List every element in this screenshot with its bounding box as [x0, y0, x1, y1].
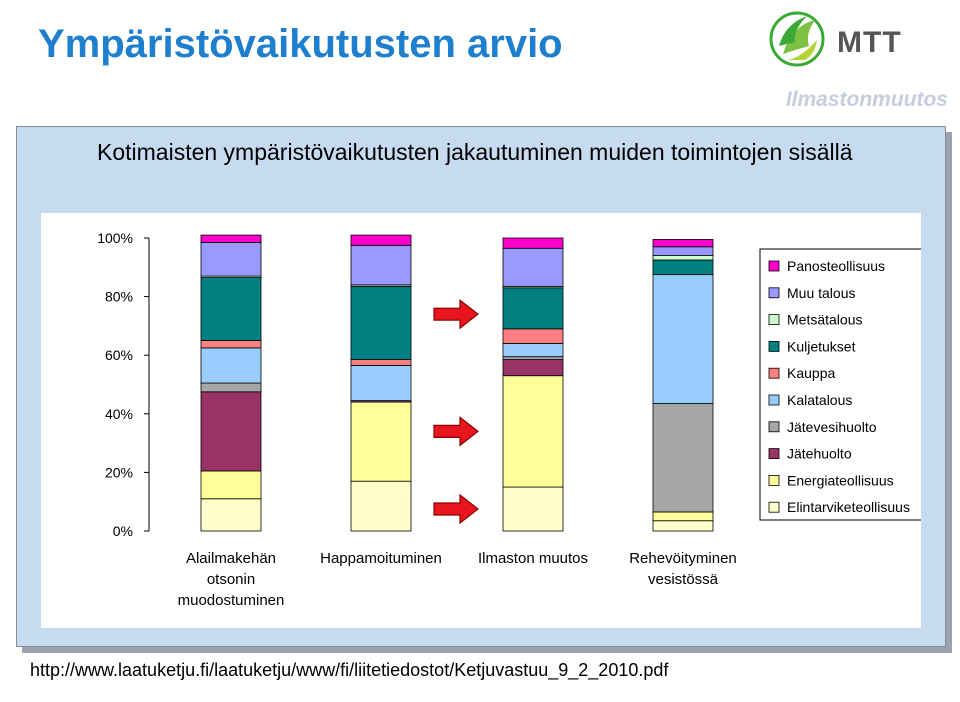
- legend-label: Muu talous: [787, 285, 855, 301]
- bar-segment: [652, 259, 714, 276]
- bar-segment: [200, 234, 262, 243]
- bar-segment: [502, 328, 564, 344]
- bar-segment: [350, 234, 412, 246]
- bar-segment: [652, 403, 714, 513]
- chart-plot-area: 0% 20% 40% 60% 80% 100% Alailmakehän otsonin muo…: [41, 213, 921, 628]
- mtt-logo: MTT: [769, 11, 902, 67]
- y-tick-label: 60%: [105, 347, 133, 363]
- bar-segment: [652, 239, 714, 248]
- legend-label: Metsätalous: [787, 312, 862, 328]
- bar-segment: [502, 287, 564, 330]
- legend-label: Jätevesihuolto: [787, 419, 877, 435]
- legend-label: Kauppa: [787, 365, 835, 381]
- bar-segment: [502, 486, 564, 532]
- bar-segment: [502, 247, 564, 287]
- bar-segment: [200, 277, 262, 341]
- legend-swatch: [768, 367, 780, 379]
- legend-label: Kuljetukset: [787, 338, 856, 354]
- legend-swatch: [768, 314, 780, 325]
- legend-label: Kalatalous: [787, 392, 852, 408]
- bar-segment: [652, 274, 714, 404]
- bar-segment: [652, 520, 714, 532]
- bar-segment: [350, 401, 412, 482]
- legend-label: Panosteollisuus: [787, 258, 885, 274]
- bar-segment: [652, 511, 714, 522]
- legend-swatch: [768, 260, 780, 272]
- legend-label: Energiateollisuus: [787, 472, 894, 488]
- x-category-label: Alailmakehän otsonin muodostuminen: [178, 550, 285, 609]
- section-subtitle: Ilmastonmuutos: [785, 88, 948, 111]
- y-tick-label: 20%: [105, 464, 133, 480]
- legend-box: [759, 248, 921, 521]
- bar-segment: [200, 347, 262, 384]
- x-category-label: Rehevöityminen vesistössä: [629, 550, 737, 588]
- bar-segment: [350, 480, 412, 532]
- source-url: http://www.laatuketju.fi/laatuketju/www/…: [30, 660, 669, 680]
- bar-segment: [350, 285, 412, 360]
- bar-segment: [200, 498, 262, 532]
- x-category-label: Happamoituminen: [320, 550, 442, 567]
- bar-segment: [652, 246, 714, 256]
- bar-segment: [350, 365, 412, 402]
- bar-segment: [200, 470, 262, 500]
- legend-label: Jätehuolto: [787, 446, 852, 462]
- bar-segment: [502, 343, 564, 358]
- y-tick-label: 0%: [113, 523, 133, 539]
- legend-swatch: [768, 340, 780, 352]
- bar-segment: [200, 391, 262, 472]
- legend-swatch: [768, 501, 780, 513]
- legend-swatch: [768, 474, 780, 486]
- chart-panel: Kotimaisten ympäristövaikutusten jakautu…: [16, 126, 946, 647]
- legend-swatch: [768, 448, 780, 460]
- bar-segment: [350, 244, 412, 286]
- bar-segment: [502, 375, 564, 488]
- red-arrow-icon: [433, 493, 479, 525]
- bar-segment: [200, 382, 262, 393]
- bar-segment: [502, 359, 564, 377]
- bar-segment: [200, 340, 262, 349]
- red-arrow-icon: [433, 298, 479, 330]
- red-arrow-icon: [433, 416, 479, 447]
- y-tick-label: 40%: [105, 406, 133, 422]
- y-tick-label: 80%: [105, 289, 133, 305]
- legend-label: Elintarviketeollisuus: [787, 499, 910, 515]
- bar-segment: [652, 255, 714, 261]
- bar-segment: [350, 359, 412, 366]
- stacked-bar-chart: 0% 20% 40% 60% 80% 100% Alailmakehän otsonin muo…: [97, 230, 921, 609]
- x-category-label: Ilmaston muutos: [478, 550, 588, 567]
- bar-segment: [200, 241, 262, 277]
- legend-swatch: [768, 394, 780, 406]
- page-title: Ympäristövaikutusten arvio: [38, 22, 563, 66]
- legend-swatch: [768, 421, 780, 433]
- bar-segment: [502, 356, 564, 360]
- y-tick-label: 100%: [97, 230, 133, 246]
- logo-text: MTT: [837, 26, 902, 59]
- bar-segment: [502, 237, 564, 249]
- chart-title: Kotimaisten ympäristövaikutusten jakautu…: [97, 139, 853, 165]
- legend-swatch: [768, 287, 780, 299]
- logo-swirl-icon: [769, 11, 825, 67]
